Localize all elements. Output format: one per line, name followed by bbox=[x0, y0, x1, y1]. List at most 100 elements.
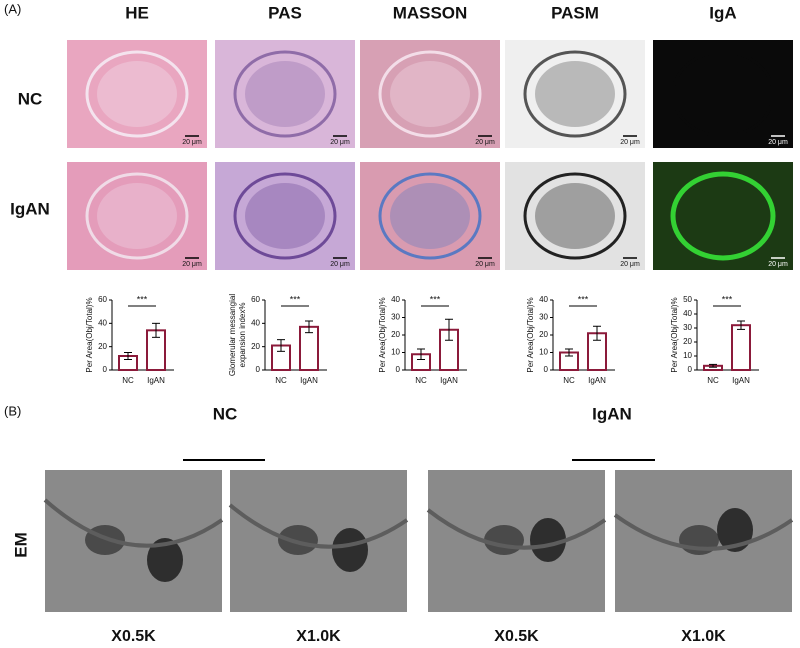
y-tick-label: 40 bbox=[391, 295, 400, 304]
micrograph bbox=[215, 40, 355, 148]
x-tick-label: NC bbox=[707, 376, 719, 385]
scale-label: 20 μm bbox=[475, 139, 495, 146]
y-tick-label: 30 bbox=[539, 313, 548, 322]
glomerulus-core bbox=[245, 61, 325, 127]
glomerulus bbox=[670, 171, 776, 261]
y-tick-label: 0 bbox=[256, 365, 261, 374]
column-header: PAS bbox=[268, 3, 302, 22]
y-tick-label: 40 bbox=[251, 318, 260, 327]
bar bbox=[299, 325, 319, 372]
y-tick-label: 30 bbox=[683, 323, 692, 332]
glomerulus-core bbox=[390, 61, 470, 127]
y-axis-label: Per Area(Obj/Total)% bbox=[670, 297, 679, 372]
y-tick-label: 20 bbox=[251, 342, 260, 351]
nucleus bbox=[332, 528, 368, 572]
micrograph bbox=[505, 40, 645, 148]
y-tick-label: 20 bbox=[683, 337, 692, 346]
glomerulus-core bbox=[245, 183, 325, 249]
column-header: PASM bbox=[551, 3, 599, 22]
scale-label: 20 μm bbox=[620, 139, 640, 146]
panel-label: (A) bbox=[4, 1, 21, 16]
row-label: NC bbox=[18, 89, 43, 108]
y-tick-label: 0 bbox=[544, 365, 549, 374]
y-axis-label: Per Area(Obj/Total)% bbox=[85, 297, 94, 372]
nucleus bbox=[278, 525, 318, 555]
scale-label: 20 μm bbox=[768, 139, 788, 146]
nucleus bbox=[530, 518, 566, 562]
y-tick-label: 20 bbox=[539, 330, 548, 339]
glomerulus bbox=[523, 172, 627, 260]
em-image bbox=[230, 470, 407, 612]
y-tick-label: 40 bbox=[98, 318, 107, 327]
membrane bbox=[613, 513, 794, 551]
glomerulus bbox=[671, 50, 775, 138]
glomerulus bbox=[378, 172, 482, 260]
glomerulus-core bbox=[390, 183, 470, 249]
glomerulus-core bbox=[97, 61, 177, 127]
x-tick-label: NC bbox=[563, 376, 575, 385]
scale-label: 20 μm bbox=[475, 261, 495, 268]
group-label: NC bbox=[213, 404, 238, 423]
significance-label: *** bbox=[722, 294, 733, 304]
y-tick-label: 40 bbox=[683, 309, 692, 318]
scale-label: 20 μm bbox=[620, 261, 640, 268]
glomerulus bbox=[233, 172, 337, 260]
glomerulus bbox=[378, 50, 482, 138]
micrograph bbox=[215, 162, 355, 270]
micrograph bbox=[653, 40, 793, 148]
glomerulus-core bbox=[535, 183, 615, 249]
glomerulus bbox=[233, 50, 337, 138]
nucleus bbox=[484, 525, 524, 555]
x-tick-label: NC bbox=[122, 376, 134, 385]
scale-label: 20 μm bbox=[330, 261, 350, 268]
y-tick-label: 50 bbox=[683, 295, 692, 304]
micrograph bbox=[67, 40, 207, 148]
magnification-label: X1.0K bbox=[681, 628, 726, 645]
glomerulus-core bbox=[97, 183, 177, 249]
scale-label: 20 μm bbox=[182, 261, 202, 268]
significance-label: *** bbox=[430, 294, 441, 304]
y-tick-label: 10 bbox=[391, 348, 400, 357]
x-tick-label: NC bbox=[415, 376, 427, 385]
column-header: IgA bbox=[709, 3, 736, 22]
nucleus bbox=[147, 538, 183, 582]
x-tick-label: IgAN bbox=[147, 376, 165, 385]
y-tick-label: 0 bbox=[688, 365, 693, 374]
y-axis-label: expansion index% bbox=[238, 303, 247, 368]
magnification-label: X0.5K bbox=[111, 628, 156, 645]
group-label: IgAN bbox=[592, 404, 632, 423]
x-tick-label: IgAN bbox=[440, 376, 458, 385]
column-header: MASSON bbox=[393, 3, 468, 22]
micrograph bbox=[360, 162, 500, 270]
glomerulus-core bbox=[535, 61, 615, 127]
y-axis-label: Per Area(Obj/Total)% bbox=[378, 297, 387, 372]
x-tick-label: IgAN bbox=[588, 376, 606, 385]
scale-label: 20 μm bbox=[182, 139, 202, 146]
y-tick-label: 60 bbox=[251, 295, 260, 304]
y-tick-label: 40 bbox=[539, 295, 548, 304]
micrograph bbox=[360, 40, 500, 148]
membrane bbox=[228, 503, 409, 549]
y-tick-label: 0 bbox=[103, 365, 108, 374]
magnification-label: X1.0K bbox=[296, 628, 341, 645]
y-tick-label: 0 bbox=[396, 365, 401, 374]
y-tick-label: 20 bbox=[391, 330, 400, 339]
y-tick-label: 30 bbox=[391, 313, 400, 322]
em-image bbox=[45, 470, 222, 612]
significance-label: *** bbox=[578, 294, 589, 304]
y-axis-label: Glomerular messangial bbox=[228, 294, 237, 376]
y-tick-label: 60 bbox=[98, 295, 107, 304]
column-header: HE bbox=[125, 3, 149, 22]
micrograph bbox=[67, 162, 207, 270]
magnification-label: X0.5K bbox=[494, 628, 539, 645]
x-tick-label: NC bbox=[275, 376, 287, 385]
y-tick-label: 20 bbox=[98, 342, 107, 351]
glomerulus bbox=[85, 172, 189, 260]
significance-label: *** bbox=[137, 294, 148, 304]
micrograph bbox=[653, 162, 793, 270]
glomerulus bbox=[523, 50, 627, 138]
scale-label: 20 μm bbox=[768, 261, 788, 268]
glomerulus bbox=[85, 50, 189, 138]
micrograph bbox=[505, 162, 645, 270]
